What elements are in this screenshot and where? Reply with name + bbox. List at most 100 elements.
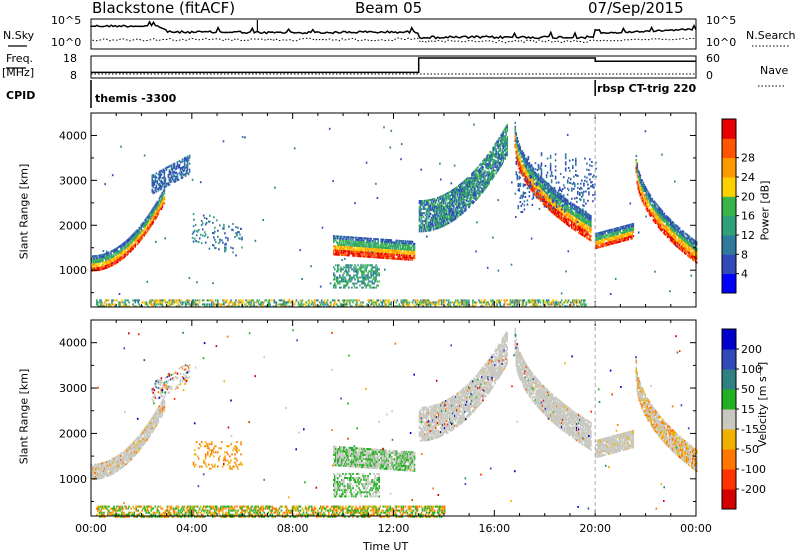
power-evening-cell-122 bbox=[525, 175, 528, 178]
power-dawn-cell-116 bbox=[108, 263, 110, 266]
power-morning-cell-94 bbox=[241, 238, 243, 241]
power-dawn-upper-cell-57 bbox=[160, 185, 163, 188]
power-night-cell-171 bbox=[620, 240, 622, 243]
power-night-cell-143 bbox=[615, 227, 617, 230]
power-evening-upper-cell-233 bbox=[577, 174, 579, 177]
power-afternoon-cell-168 bbox=[433, 214, 436, 216]
power-afternoon-cell-13 bbox=[418, 200, 421, 203]
power-evening-cell-17 bbox=[515, 142, 518, 145]
power-afternoon-cell-904 bbox=[493, 147, 495, 150]
power-dawn-cell-348 bbox=[142, 223, 144, 226]
power-afternoon-cell-625 bbox=[470, 188, 472, 191]
power-night-spike-cell-110 bbox=[647, 205, 650, 208]
power-evening-cell-804 bbox=[587, 219, 589, 222]
power-afternoon-cell-344 bbox=[447, 205, 450, 208]
power-ground-cell-185 bbox=[194, 305, 197, 308]
power-evening-cell-409 bbox=[550, 188, 553, 191]
power-afternoon-cell-760 bbox=[481, 165, 483, 168]
power-evening-cell-274 bbox=[539, 197, 542, 200]
power-ground-cell-30 bbox=[109, 305, 111, 308]
power-evening-cell-685 bbox=[577, 224, 579, 227]
power-evening-cell-323 bbox=[543, 191, 546, 194]
power-night-cell-16 bbox=[597, 246, 599, 249]
power-ground-cell-246 bbox=[230, 301, 232, 304]
power-noon-cell-155 bbox=[354, 252, 356, 255]
power-noon-cell-540 bbox=[401, 252, 404, 255]
power-afternoon-cell-505 bbox=[460, 185, 462, 188]
power-afternoon-cell-108 bbox=[428, 227, 431, 230]
power-evening-upper-cell-255 bbox=[583, 184, 585, 187]
power-evening-cell-49 bbox=[518, 157, 521, 160]
power-dawn-upper-cell-94 bbox=[167, 174, 170, 176]
power-afternoon-cell-135 bbox=[430, 216, 433, 219]
power-afternoon-cell-957 bbox=[498, 145, 500, 148]
power-afternoon-cell-613 bbox=[469, 191, 471, 194]
power-night-spike-cell-184 bbox=[655, 203, 658, 206]
power-noon-cell-81 bbox=[343, 235, 345, 238]
power-noon-cell-181 bbox=[357, 245, 359, 247]
power-dawn-cell-349 bbox=[142, 221, 144, 224]
power-night-spike-cell-83 bbox=[644, 202, 647, 205]
power-noon-lower-cell-44 bbox=[341, 268, 343, 271]
power-dawn-upper-cell-159 bbox=[179, 169, 182, 172]
power-evening-cell-276 bbox=[539, 193, 542, 196]
power-evening-cell-758 bbox=[583, 224, 585, 227]
power-evening-cell-687 bbox=[577, 218, 579, 221]
power-evening-cell-546 bbox=[563, 219, 566, 222]
power-noon-cell-66 bbox=[342, 254, 344, 256]
power-noon-cell-234 bbox=[363, 239, 365, 242]
power-night-spike-cell-134 bbox=[650, 214, 653, 217]
nave-tick-top: 60 bbox=[706, 52, 720, 65]
power-afternoon-cell-819 bbox=[486, 157, 488, 159]
power-evening-cell-669 bbox=[575, 209, 577, 212]
power-noon-cell-91 bbox=[345, 248, 347, 251]
power-night-spike-cell-49 bbox=[640, 187, 643, 190]
power-evening-cell-38 bbox=[517, 156, 520, 159]
power-afternoon-cell-630 bbox=[470, 178, 472, 180]
power-afternoon-cell-263 bbox=[440, 199, 443, 202]
power-evening-cell-542 bbox=[562, 200, 565, 203]
power-afternoon-cell-186 bbox=[434, 201, 437, 204]
power-dawn-cell-341 bbox=[141, 229, 143, 232]
power-evening-upper-cell-169 bbox=[559, 172, 562, 175]
power-afternoon-cell-542 bbox=[463, 190, 465, 193]
power-night-cell-256 bbox=[632, 227, 635, 229]
power-evening-cell-834 bbox=[590, 225, 592, 228]
power-noon-lower-cell-220 bbox=[373, 286, 375, 289]
power-dawn-cell-462 bbox=[159, 203, 162, 206]
power-noon-cell-128 bbox=[350, 244, 352, 247]
power-dawn-cell-152 bbox=[113, 251, 115, 254]
power-afternoon-cell-1008 bbox=[503, 157, 505, 160]
power-afternoon-cell-948 bbox=[497, 138, 499, 141]
power-noon-cell-13 bbox=[334, 235, 336, 238]
power-afternoon-cell-757 bbox=[481, 173, 483, 176]
power-dawn-upper-cell-201 bbox=[186, 159, 189, 162]
power-morning-cell-33 bbox=[208, 220, 210, 223]
power-dawn-upper-cell-160 bbox=[179, 167, 182, 170]
power-ground-cell-44 bbox=[118, 301, 120, 304]
power-dawn-cell-59 bbox=[99, 254, 101, 257]
power-evening-cell-763 bbox=[583, 214, 585, 217]
power-ground-cell-132 bbox=[167, 303, 170, 306]
power-noon-cell-366 bbox=[380, 248, 382, 251]
power-afternoon-cell-259 bbox=[440, 207, 443, 210]
power-noon-cell-316 bbox=[374, 252, 376, 255]
power-night-cell-64 bbox=[604, 244, 606, 247]
power-night-spike-cell-391 bbox=[677, 228, 680, 231]
power-noon-cell-282 bbox=[369, 243, 371, 246]
power-dawn-upper-cell-58 bbox=[160, 181, 163, 184]
power-night-spike-cell-335 bbox=[671, 221, 674, 223]
power-afternoon-cell-647 bbox=[472, 186, 474, 188]
power-noon-cell-580 bbox=[406, 252, 409, 255]
date-label: 07/Sep/2015 bbox=[588, 0, 684, 17]
power-afternoon-cell-142 bbox=[431, 220, 434, 223]
power-dawn-cell-275 bbox=[132, 247, 134, 250]
power-noon-lower-cell-38 bbox=[340, 270, 342, 273]
power-evening-upper-cell-117 bbox=[545, 192, 548, 195]
power-evening-cell-158 bbox=[528, 176, 531, 179]
power-afternoon-cell-10 bbox=[418, 208, 421, 211]
power-night-spike-cell-255 bbox=[663, 226, 666, 229]
power-night-cell-11 bbox=[596, 240, 598, 243]
power-dawn-cell-258 bbox=[129, 238, 131, 241]
power-noon-lower-cell-128 bbox=[357, 270, 359, 273]
